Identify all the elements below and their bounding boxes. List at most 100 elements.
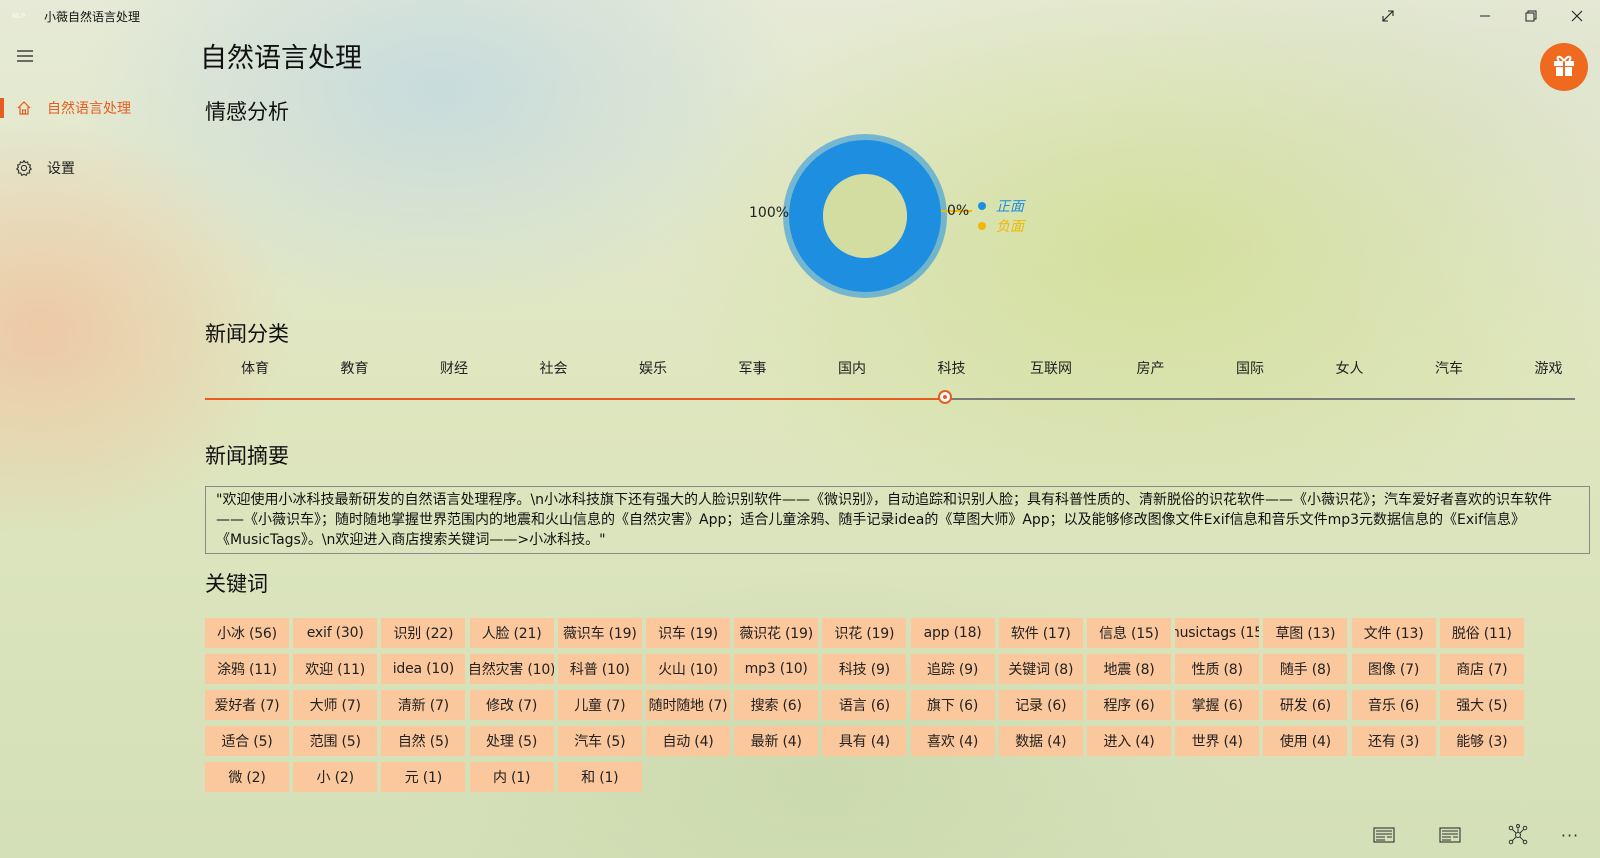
keyword-tag[interactable]: 最新 (4) bbox=[734, 726, 819, 756]
keyword-tag[interactable]: 清新 (7) bbox=[381, 690, 466, 720]
keyword-tag[interactable]: 草图 (13) bbox=[1263, 618, 1348, 648]
category-label[interactable]: 财经 bbox=[440, 361, 468, 377]
keyword-tag[interactable]: 识别 (22) bbox=[381, 618, 466, 648]
keyword-tag[interactable]: 搜索 (6) bbox=[734, 690, 819, 720]
keyword-tag[interactable]: 旗下 (6) bbox=[910, 690, 995, 720]
keyword-tag[interactable]: 微 (2) bbox=[205, 762, 289, 792]
keyword-tag[interactable]: 使用 (4) bbox=[1263, 726, 1348, 756]
keyword-tag[interactable]: 识花 (19) bbox=[822, 618, 907, 648]
keyword-tag[interactable]: 具有 (4) bbox=[822, 726, 907, 756]
restore-icon[interactable] bbox=[1508, 0, 1554, 32]
keyword-tag[interactable]: 随时随地 (7) bbox=[646, 690, 730, 720]
keyword-tag[interactable]: 小 (2) bbox=[293, 762, 378, 792]
keyword-tag[interactable]: 软件 (17) bbox=[998, 618, 1083, 648]
keyword-tag[interactable]: 追踪 (9) bbox=[910, 654, 995, 684]
keyword-tag[interactable]: 大师 (7) bbox=[293, 690, 378, 720]
keyword-tag[interactable]: app (18) bbox=[910, 618, 995, 648]
keyword-tag[interactable]: 处理 (5) bbox=[469, 726, 554, 756]
gift-button[interactable] bbox=[1540, 43, 1588, 91]
category-label[interactable]: 女人 bbox=[1335, 361, 1364, 377]
minimize-icon[interactable] bbox=[1462, 0, 1508, 32]
keyword-tag[interactable]: 商店 (7) bbox=[1439, 654, 1524, 684]
keyword-tag[interactable]: 小冰 (56) bbox=[205, 618, 289, 648]
keyword-tag[interactable]: 欢迎 (11) bbox=[293, 654, 378, 684]
keyword-tag[interactable]: 自动 (4) bbox=[646, 726, 730, 756]
category-label[interactable]: 娱乐 bbox=[639, 361, 667, 377]
summary-textbox[interactable]: "欢迎使用小冰科技最新研发的自然语言处理程序。\n小冰科技旗下还有强大的人脸识别… bbox=[205, 486, 1590, 554]
news-card-icon-2[interactable] bbox=[1436, 824, 1464, 846]
keyword-tag[interactable]: 喜欢 (4) bbox=[910, 726, 995, 756]
keyword-tag[interactable]: 能够 (3) bbox=[1439, 726, 1524, 756]
app-logo: NLP bbox=[12, 12, 26, 20]
title-bar: NLP 小薇自然语言处理 bbox=[0, 0, 1600, 32]
keyword-tag[interactable]: 科普 (10) bbox=[557, 654, 642, 684]
keyword-tag[interactable]: 记录 (6) bbox=[998, 690, 1083, 720]
keyword-tag[interactable]: 汽车 (5) bbox=[557, 726, 642, 756]
sidebar-item-settings[interactable]: 设置 bbox=[0, 148, 180, 188]
keyword-tag[interactable]: 涂鸦 (11) bbox=[205, 654, 289, 684]
keyword-tag[interactable]: 文件 (13) bbox=[1351, 618, 1436, 648]
category-label[interactable]: 房产 bbox=[1136, 361, 1165, 377]
keyword-tag[interactable]: mp3 (10) bbox=[734, 654, 819, 684]
keyword-tag[interactable]: 随手 (8) bbox=[1263, 654, 1348, 684]
keyword-tag[interactable]: 信息 (15) bbox=[1087, 618, 1171, 648]
keyword-tag[interactable]: 儿童 (7) bbox=[557, 690, 642, 720]
category-label[interactable]: 汽车 bbox=[1435, 361, 1463, 377]
keyword-tag[interactable]: 人脸 (21) bbox=[469, 618, 554, 648]
category-label[interactable]: 国内 bbox=[838, 361, 866, 377]
keyword-tag[interactable]: 范围 (5) bbox=[293, 726, 378, 756]
keyword-tag[interactable]: 自然 (5) bbox=[381, 726, 466, 756]
category-label[interactable]: 军事 bbox=[738, 361, 767, 377]
legend-item-positive: 正面 bbox=[978, 196, 1024, 216]
keyword-tag[interactable]: 薇识车 (19) bbox=[557, 618, 642, 648]
keyword-tag[interactable]: 音乐 (6) bbox=[1351, 690, 1436, 720]
keyword-tag[interactable]: 数据 (4) bbox=[998, 726, 1083, 756]
keyword-tag[interactable]: 强大 (5) bbox=[1439, 690, 1524, 720]
window-title: 小薇自然语言处理 bbox=[44, 10, 141, 24]
category-label[interactable]: 互联网 bbox=[1030, 361, 1072, 377]
sidebar-item-nlp[interactable]: 自然语言处理 bbox=[0, 88, 180, 128]
category-label[interactable]: 国际 bbox=[1236, 361, 1264, 377]
keyword-tag[interactable]: 修改 (7) bbox=[469, 690, 554, 720]
legend-dot-positive bbox=[978, 202, 986, 210]
keyword-tag[interactable]: 地震 (8) bbox=[1087, 654, 1171, 684]
hamburger-menu-icon[interactable] bbox=[12, 44, 38, 68]
keyword-tag[interactable]: 识车 (19) bbox=[646, 618, 730, 648]
category-label[interactable]: 科技 bbox=[937, 361, 966, 377]
keyword-tag[interactable]: 元 (1) bbox=[381, 762, 466, 792]
slider-track bbox=[945, 398, 1575, 400]
news-card-icon[interactable] bbox=[1370, 824, 1398, 846]
more-icon[interactable]: ··· bbox=[1560, 825, 1580, 845]
keyword-tag[interactable]: idea (10) bbox=[381, 654, 466, 684]
network-graph-icon[interactable] bbox=[1504, 824, 1532, 846]
keyword-tag[interactable]: 脱俗 (11) bbox=[1439, 618, 1524, 648]
keyword-tag[interactable]: 进入 (4) bbox=[1087, 726, 1171, 756]
keyword-tag[interactable]: 世界 (4) bbox=[1175, 726, 1260, 756]
keyword-tag[interactable]: 掌握 (6) bbox=[1175, 690, 1260, 720]
category-slider-thumb[interactable] bbox=[938, 390, 952, 404]
keyword-tag[interactable]: 薇识花 (19) bbox=[734, 618, 819, 648]
keyword-tag[interactable]: 适合 (5) bbox=[205, 726, 289, 756]
keyword-tag[interactable]: 科技 (9) bbox=[822, 654, 907, 684]
keyword-tag[interactable]: 性质 (8) bbox=[1175, 654, 1260, 684]
expand-icon[interactable] bbox=[1365, 0, 1411, 32]
keyword-tag[interactable]: 研发 (6) bbox=[1263, 690, 1348, 720]
keyword-tag[interactable]: 爱好者 (7) bbox=[205, 690, 289, 720]
category-label[interactable]: 社会 bbox=[539, 361, 568, 377]
keyword-tag[interactable]: 和 (1) bbox=[557, 762, 642, 792]
negative-percent-label: 0% bbox=[947, 203, 970, 219]
keyword-tag[interactable]: exif (30) bbox=[293, 618, 378, 648]
keyword-tag[interactable]: 还有 (3) bbox=[1351, 726, 1436, 756]
keyword-tag[interactable]: 程序 (6) bbox=[1087, 690, 1171, 720]
category-label[interactable]: 体育 bbox=[241, 361, 269, 377]
keyword-tag[interactable]: 内 (1) bbox=[469, 762, 554, 792]
category-label[interactable]: 教育 bbox=[340, 361, 369, 377]
keyword-tag[interactable]: 图像 (7) bbox=[1351, 654, 1436, 684]
keyword-tag[interactable]: 关键词 (8) bbox=[998, 654, 1083, 684]
close-icon[interactable] bbox=[1554, 0, 1600, 32]
keyword-tag[interactable]: musictags (15) bbox=[1175, 618, 1260, 648]
keyword-tag[interactable]: 语言 (6) bbox=[822, 690, 907, 720]
category-label[interactable]: 游戏 bbox=[1534, 361, 1563, 377]
keyword-tag[interactable]: 自然灾害 (10) bbox=[469, 654, 554, 684]
keyword-tag[interactable]: 火山 (10) bbox=[646, 654, 730, 684]
